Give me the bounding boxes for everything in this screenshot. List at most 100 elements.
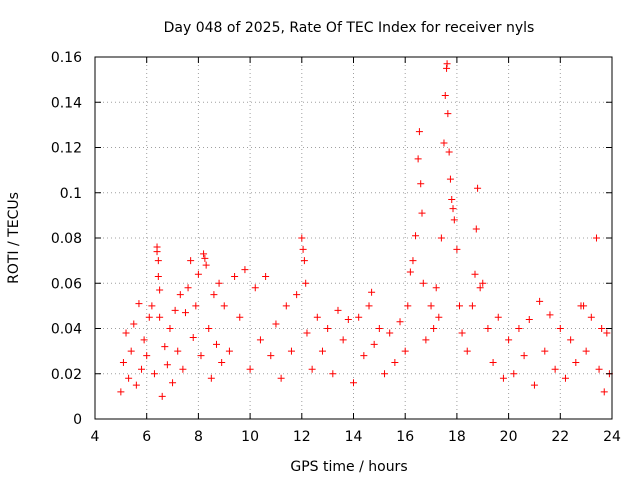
data-point bbox=[499, 374, 507, 382]
data-point bbox=[417, 180, 425, 188]
data-point bbox=[169, 379, 177, 387]
data-point bbox=[360, 352, 368, 360]
y-tick-label: 0.16 bbox=[51, 50, 82, 66]
data-point bbox=[458, 329, 466, 337]
data-point bbox=[318, 347, 326, 355]
data-point bbox=[256, 336, 264, 344]
data-point bbox=[489, 358, 497, 366]
data-point bbox=[582, 347, 590, 355]
data-point bbox=[125, 374, 133, 382]
data-point bbox=[174, 347, 182, 355]
data-point bbox=[443, 60, 451, 68]
data-point bbox=[246, 365, 254, 373]
data-point bbox=[241, 266, 249, 274]
data-point bbox=[494, 313, 502, 321]
data-point bbox=[551, 365, 559, 373]
data-point bbox=[567, 336, 575, 344]
y-tick-label: 0.1 bbox=[60, 186, 82, 202]
data-point bbox=[406, 268, 414, 276]
data-point bbox=[201, 254, 209, 262]
data-point bbox=[415, 128, 423, 136]
data-point bbox=[595, 365, 603, 373]
chart-title: Day 048 of 2025, Rate Of TEC Index for r… bbox=[164, 20, 535, 36]
data-point bbox=[192, 302, 200, 310]
y-tick-label: 0.04 bbox=[51, 322, 82, 338]
data-point bbox=[445, 148, 453, 156]
data-point bbox=[119, 358, 127, 366]
data-point bbox=[414, 155, 422, 163]
data-point bbox=[194, 270, 202, 278]
data-point bbox=[339, 336, 347, 344]
data-point bbox=[181, 309, 189, 317]
data-point bbox=[135, 300, 143, 308]
data-point bbox=[463, 347, 471, 355]
data-point bbox=[556, 325, 564, 332]
data-point bbox=[391, 358, 399, 366]
data-point bbox=[515, 325, 523, 332]
data-point bbox=[422, 336, 430, 344]
y-axis-label: ROTI / TECUs bbox=[6, 192, 22, 284]
data-point bbox=[299, 245, 307, 253]
data-point bbox=[546, 311, 554, 319]
data-point bbox=[272, 320, 280, 328]
data-point bbox=[600, 388, 608, 396]
data-point bbox=[561, 374, 569, 382]
data-point bbox=[303, 329, 311, 337]
x-tick-label: 6 bbox=[142, 429, 151, 445]
data-point bbox=[324, 325, 332, 332]
data-point bbox=[145, 313, 153, 321]
y-tick-label: 0.08 bbox=[51, 231, 82, 247]
data-point bbox=[479, 279, 487, 287]
data-point bbox=[441, 91, 449, 99]
data-point bbox=[448, 196, 456, 204]
data-point bbox=[148, 302, 156, 310]
x-tick-label: 8 bbox=[194, 429, 203, 445]
data-point bbox=[443, 64, 451, 72]
data-point bbox=[189, 334, 197, 342]
data-point bbox=[525, 315, 533, 323]
data-point bbox=[313, 313, 321, 321]
data-point bbox=[510, 370, 518, 378]
data-point bbox=[153, 248, 161, 256]
data-point bbox=[435, 313, 443, 321]
data-point bbox=[430, 325, 438, 332]
data-point bbox=[440, 139, 448, 147]
data-point bbox=[158, 392, 166, 400]
data-point bbox=[176, 291, 184, 299]
data-point bbox=[132, 381, 140, 389]
x-tick-label: 14 bbox=[345, 429, 363, 445]
data-point bbox=[334, 306, 342, 314]
y-tick-label: 0.02 bbox=[51, 367, 82, 383]
x-axis-label: GPS time / hours bbox=[290, 459, 407, 475]
tick-layer: 4 6 8 10 12 14 16 18 20 22 24 0 0.02 0.04 0.06 0.08 0.1 0… bbox=[51, 50, 621, 445]
data-point bbox=[375, 325, 383, 332]
data-point bbox=[138, 365, 146, 373]
data-point bbox=[427, 302, 435, 310]
data-point bbox=[127, 347, 135, 355]
data-point bbox=[474, 184, 482, 192]
y-tick-label: 0 bbox=[73, 412, 82, 428]
data-point bbox=[536, 297, 544, 305]
data-point bbox=[355, 313, 363, 321]
data-point bbox=[231, 272, 239, 280]
data-point bbox=[210, 291, 218, 299]
data-point bbox=[603, 329, 611, 337]
data-point bbox=[505, 336, 513, 344]
data-point bbox=[207, 374, 215, 382]
data-point bbox=[122, 329, 130, 337]
data-point bbox=[282, 302, 290, 310]
data-point bbox=[154, 272, 162, 280]
data-point bbox=[587, 313, 595, 321]
data-point bbox=[530, 381, 538, 389]
data-point bbox=[200, 250, 208, 258]
data-point bbox=[404, 302, 412, 310]
x-tick-label: 4 bbox=[91, 429, 100, 445]
data-point bbox=[381, 370, 389, 378]
y-tick-label: 0.14 bbox=[51, 95, 82, 111]
data-point bbox=[472, 225, 480, 233]
data-point bbox=[130, 320, 138, 328]
data-point bbox=[251, 284, 259, 292]
data-point bbox=[154, 257, 162, 265]
data-point bbox=[580, 302, 588, 310]
x-tick-label: 12 bbox=[293, 429, 311, 445]
